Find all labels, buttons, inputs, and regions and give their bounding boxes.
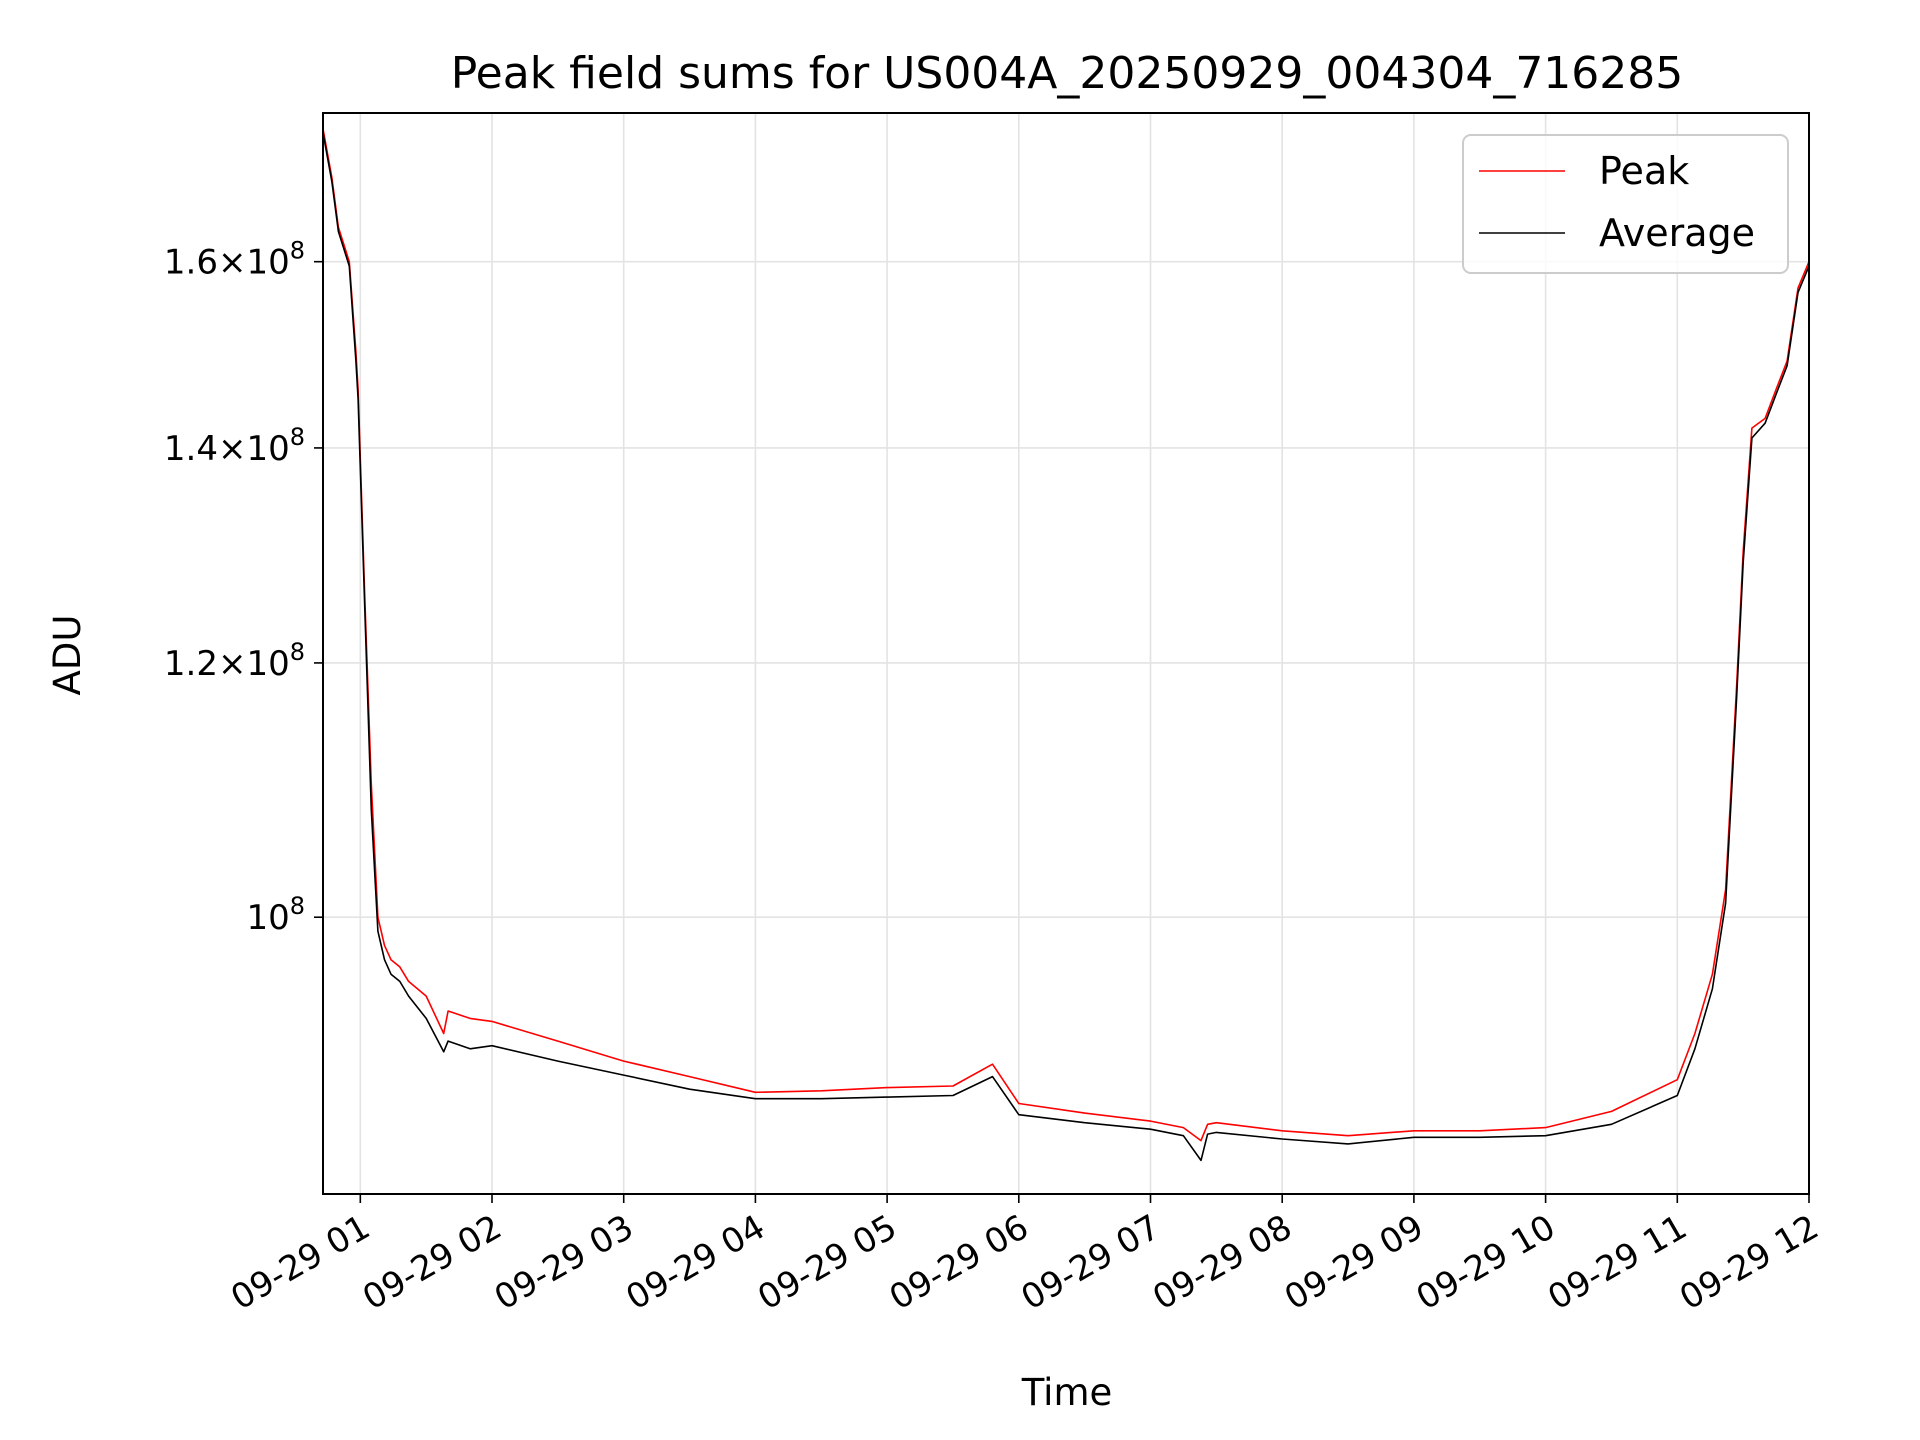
y-tick-label-1: 1.2×108 [164, 638, 305, 684]
legend: Peak Average [1462, 134, 1789, 274]
series-layer [322, 128, 1810, 1162]
plot-frame [322, 112, 1810, 1195]
y-axis: 108 1.2×108 1.4×108 1.6×108 [164, 237, 323, 938]
legend-label-peak: Peak [1599, 149, 1689, 193]
legend-label-average: Average [1599, 211, 1755, 255]
legend-box [1462, 134, 1789, 274]
y-tick-label-3: 1.6×108 [164, 237, 305, 283]
y-tick-label-2: 1.4×108 [164, 423, 305, 469]
grid-layer [323, 113, 1810, 1194]
series-line-peak [322, 128, 1810, 1142]
y-axis-label: ADU [46, 615, 89, 696]
y-tick-label-0: 108 [246, 892, 305, 938]
x-axis-label: Time [1021, 1371, 1113, 1414]
series-line-average [322, 132, 1810, 1162]
chart-title: Peak field sums for US004A_20250929_0043… [451, 48, 1684, 99]
